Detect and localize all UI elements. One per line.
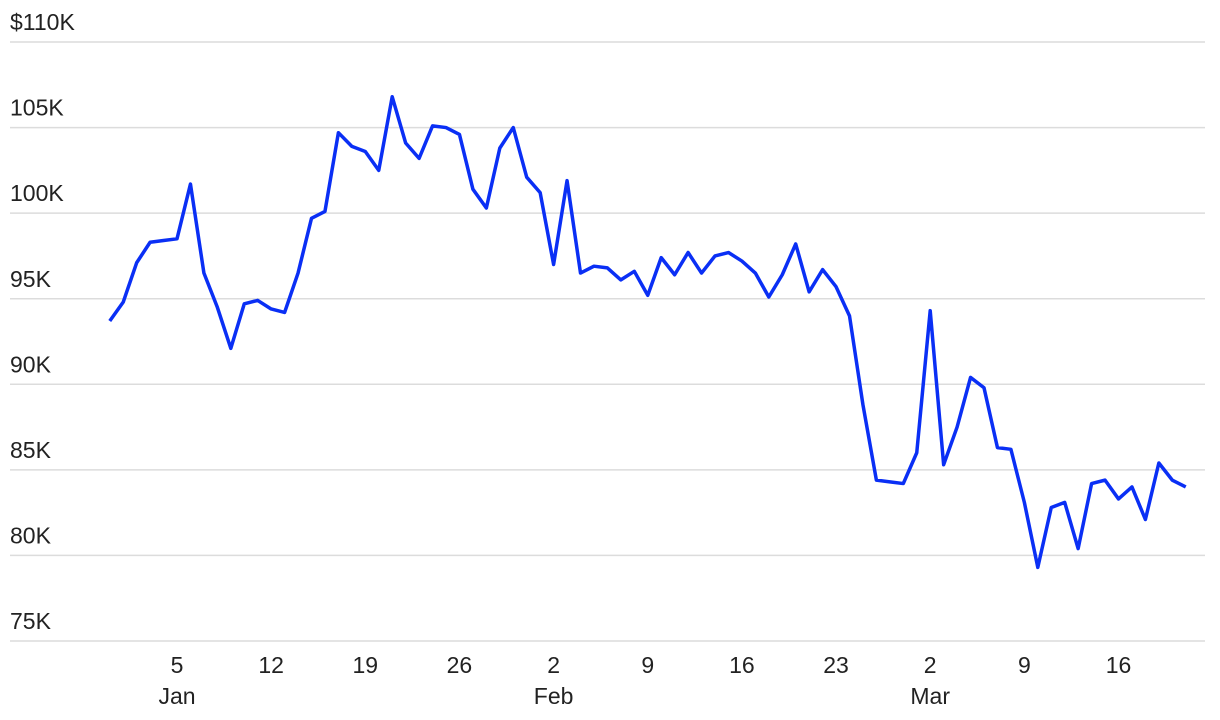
x-tick-label: 23 (823, 652, 849, 678)
x-tick-label: 19 (353, 652, 379, 678)
y-tick-label: 105K (10, 95, 64, 121)
y-tick-label: 80K (10, 523, 52, 549)
x-tick-label: 16 (729, 652, 755, 678)
price-line (108, 95, 1187, 570)
x-tick-label: 26 (447, 652, 473, 678)
x-tick-label: 2 (924, 652, 937, 678)
x-month-label: Feb (534, 683, 574, 709)
y-tick-label: 75K (10, 608, 52, 634)
x-month-label: Mar (910, 683, 950, 709)
x-tick-label: 9 (1018, 652, 1031, 678)
y-tick-label: $110K (10, 9, 75, 35)
x-tick-label: 5 (171, 652, 184, 678)
x-tick-label: 12 (258, 652, 284, 678)
x-tick-label: 9 (641, 652, 654, 678)
x-month-label: Jan (158, 683, 195, 709)
y-tick-label: 90K (10, 351, 52, 377)
x-tick-label: 16 (1106, 652, 1132, 678)
y-tick-label: 100K (10, 180, 64, 206)
y-tick-label: 85K (10, 437, 52, 463)
x-tick-label: 2 (547, 652, 560, 678)
y-tick-label: 95K (10, 266, 52, 292)
